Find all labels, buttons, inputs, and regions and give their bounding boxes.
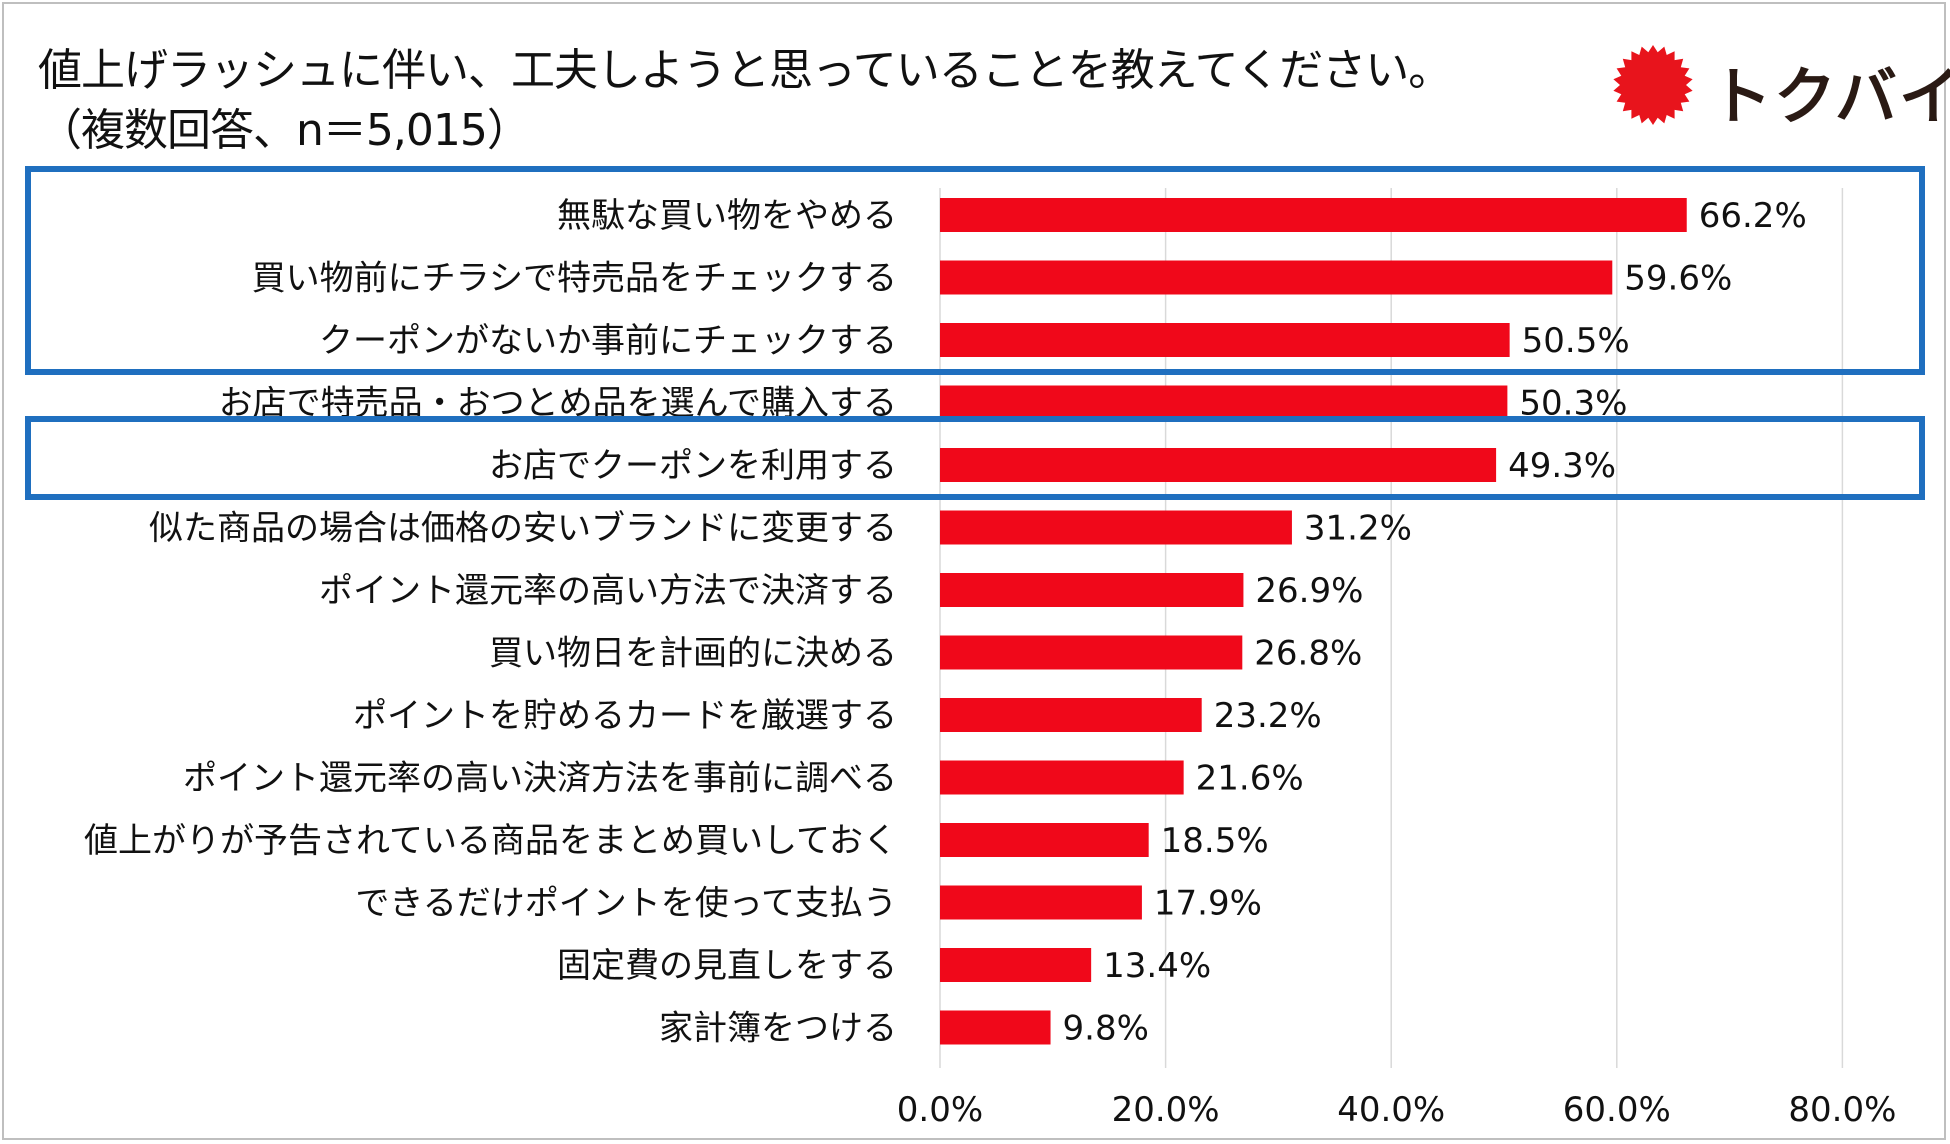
bar (940, 948, 1092, 982)
data-label: 26.9% (1255, 571, 1363, 611)
bar (940, 823, 1149, 857)
category-label: 買い物前にチラシで特売品をチェックする (252, 259, 897, 299)
bar (940, 448, 1497, 482)
category-label: ポイント還元率の高い方法で決済する (319, 571, 897, 611)
data-label: 9.8% (1063, 1009, 1149, 1049)
x-tick-label: 40.0% (1337, 1090, 1445, 1130)
bar (940, 1010, 1051, 1045)
category-label: 家計簿をつける (659, 1009, 897, 1049)
data-label: 18.5% (1161, 821, 1269, 861)
category-label: 固定費の見直しをする (557, 946, 897, 986)
category-label: 買い物日を計画的に決める (489, 634, 897, 674)
data-label: 50.5% (1522, 321, 1630, 361)
bar (940, 260, 1613, 295)
category-label: 似た商品の場合は価格の安いブランドに変更する (149, 509, 897, 549)
data-label: 21.6% (1196, 759, 1304, 799)
bar (940, 385, 1508, 420)
red-sunburst-icon (1613, 45, 1693, 125)
bar (940, 323, 1510, 357)
category-label: お店でクーポンを利用する (489, 446, 897, 486)
bar (940, 573, 1244, 607)
data-label: 26.8% (1254, 634, 1362, 674)
bar (940, 198, 1687, 232)
chart-subtitle: （複数回答、n＝5,015） (38, 105, 531, 156)
data-label: 49.3% (1508, 446, 1616, 486)
bar (940, 510, 1292, 545)
data-label: 13.4% (1103, 946, 1211, 986)
category-label: クーポンがないか事前にチェックする (319, 321, 897, 361)
bar (940, 635, 1243, 670)
bar (940, 760, 1184, 795)
data-label: 31.2% (1304, 509, 1412, 549)
bar (940, 698, 1202, 732)
category-label: 値上がりが予告されている商品をまとめ買いしておく (84, 821, 897, 861)
category-label: ポイント還元率の高い決済方法を事前に調べる (183, 759, 897, 799)
bar (940, 885, 1142, 920)
category-label: ポイントを貯めるカードを厳選する (353, 696, 897, 736)
chart-title: 値上げラッシュに伴い、工夫しようと思っていることを教えてください。 (38, 45, 1452, 96)
brand-logo: トクバイ (1612, 40, 1950, 133)
highlight-box (25, 166, 1925, 375)
x-tick-label: 60.0% (1563, 1090, 1671, 1130)
category-label: 無駄な買い物をやめる (557, 196, 897, 236)
category-label: できるだけポイントを使って支払う (355, 884, 897, 924)
x-tick-label: 20.0% (1112, 1090, 1220, 1130)
highlight-box (25, 416, 1925, 500)
x-tick-label: 80.0% (1788, 1090, 1896, 1130)
x-tick-label: 0.0% (897, 1090, 983, 1130)
brand-name: トクバイ (1710, 60, 1950, 133)
data-label: 66.2% (1699, 196, 1807, 236)
data-label: 17.9% (1154, 884, 1262, 924)
data-label: 59.6% (1624, 259, 1732, 299)
data-label: 23.2% (1214, 696, 1322, 736)
